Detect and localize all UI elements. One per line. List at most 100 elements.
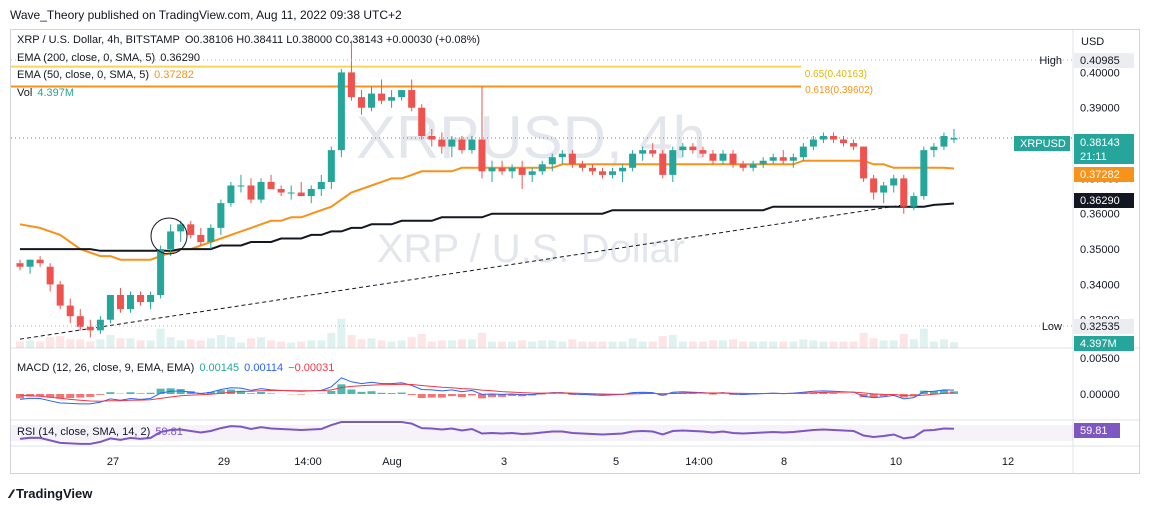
ema50-label: EMA (50, close, 0, SMA, 5) xyxy=(17,69,150,81)
candle-body xyxy=(378,93,386,101)
volume-bar xyxy=(377,340,386,348)
macd-hist-value: 0.00145 xyxy=(199,362,240,374)
currency-label: USD xyxy=(1081,36,1104,48)
legend-ohlc: O0.38106 H0.38411 L0.38000 C0.38143 +0.0… xyxy=(184,34,481,46)
volume-bar xyxy=(819,341,828,348)
ema-lines xyxy=(19,159,955,261)
candle-body xyxy=(26,259,34,267)
candle-body xyxy=(137,295,145,303)
candle-body xyxy=(568,153,576,165)
volume-bar xyxy=(367,338,376,348)
volume-bar xyxy=(36,341,45,348)
volume-bar xyxy=(206,338,215,348)
candle-body xyxy=(860,146,868,179)
macd-hist-bar xyxy=(488,394,497,398)
volume-bar xyxy=(528,341,537,348)
rsi-value: 59.81 xyxy=(155,426,183,438)
candle-body xyxy=(418,107,426,136)
volume-bar xyxy=(447,340,456,348)
time-label: 14:00 xyxy=(294,456,322,468)
time-label: 10 xyxy=(890,456,902,468)
volume-bar xyxy=(849,341,858,348)
volume-bar xyxy=(457,339,466,348)
time-label: 3 xyxy=(501,456,507,468)
macd-pane xyxy=(16,377,958,405)
ema50-tag-bg xyxy=(1074,167,1134,182)
macd-hist-bar xyxy=(447,394,456,397)
volume-bar xyxy=(698,341,707,348)
candle-body xyxy=(257,181,265,200)
tradingview-logo[interactable]: ⁄⁄ TradingView xyxy=(10,486,92,501)
candle-body xyxy=(277,189,285,193)
time-label: 27 xyxy=(107,456,119,468)
ema50-value: 0.37282 xyxy=(154,69,194,81)
symbol-tag: XRPUSD xyxy=(1020,138,1066,150)
volume-bar xyxy=(166,337,175,348)
volume-bar xyxy=(467,339,476,348)
candle-body xyxy=(307,189,315,197)
macd-hist-bar xyxy=(407,394,416,395)
volume-bar xyxy=(799,339,808,348)
volume-bar xyxy=(879,340,888,348)
legend-ema50: EMA (50, close, 0, SMA, 5) 0.37282 xyxy=(17,69,196,81)
volume-bar xyxy=(156,328,165,348)
volume-bar xyxy=(548,340,557,348)
volume-bar xyxy=(739,341,748,348)
macd-hist-bar xyxy=(367,391,376,394)
volume-bar xyxy=(46,337,55,348)
price-tick: 0.40000 xyxy=(1080,67,1120,79)
candle-body xyxy=(187,224,195,235)
macd-hist-bar xyxy=(508,394,517,396)
macd-hist-bar xyxy=(337,384,346,394)
volume-bar xyxy=(749,341,758,348)
candle-body xyxy=(709,153,717,161)
volume-bar xyxy=(437,340,446,348)
macd-tick-0: 0.00000 xyxy=(1080,389,1120,401)
volume-bar xyxy=(789,341,798,348)
volume-bar xyxy=(287,342,296,348)
countdown: 21:11 xyxy=(1080,151,1107,163)
volume-bar xyxy=(488,341,497,348)
macd-hist-bar xyxy=(146,392,155,394)
candle-body xyxy=(528,171,536,175)
candle-body xyxy=(699,150,707,154)
macd-hist-bar xyxy=(819,392,828,394)
volume-bar xyxy=(638,341,647,348)
candle-body xyxy=(247,185,255,200)
high-label: High xyxy=(1039,55,1062,67)
tradingview-icon: ⁄⁄ xyxy=(10,486,13,501)
volume-bar xyxy=(718,340,728,348)
candle-body xyxy=(357,97,365,108)
candle-body xyxy=(649,150,657,154)
candle-body xyxy=(729,153,737,165)
time-label: 29 xyxy=(218,456,230,468)
candle-body xyxy=(870,178,878,193)
candle-body xyxy=(839,139,848,144)
volume-bar xyxy=(66,339,75,348)
macd-hist-bar xyxy=(347,389,356,394)
candle-body xyxy=(890,178,898,186)
candle-body xyxy=(759,160,767,165)
macd-hist-bar xyxy=(688,393,697,394)
ema200-label: EMA (200, close, 0, SMA, 5) xyxy=(17,52,156,64)
candle-body xyxy=(639,150,647,154)
candle-body xyxy=(558,153,566,158)
macd-hist-bar xyxy=(397,392,406,394)
vol-tag-bg xyxy=(1074,336,1134,351)
volume-bar xyxy=(889,340,898,348)
time-label: 5 xyxy=(613,456,619,468)
volume-bar xyxy=(779,341,788,348)
price-tick: 0.39000 xyxy=(1080,103,1120,115)
candle-body xyxy=(508,167,516,172)
candle-body xyxy=(147,295,155,303)
candle-body xyxy=(167,231,175,250)
volume-bar xyxy=(668,335,677,348)
volume-bar xyxy=(508,341,517,348)
symbol-tag-bg xyxy=(1014,136,1070,151)
macd-hist-bar xyxy=(457,394,466,398)
macd-hist-bar xyxy=(206,391,215,394)
chart-canvas[interactable]: XRPUSD, 4h XRP / U.S. Dollar 0.65(0.4016… xyxy=(11,30,1139,473)
macd-hist-bar xyxy=(437,394,446,398)
volume-bar xyxy=(327,332,336,348)
last-price: 0.38143 xyxy=(1080,137,1120,149)
